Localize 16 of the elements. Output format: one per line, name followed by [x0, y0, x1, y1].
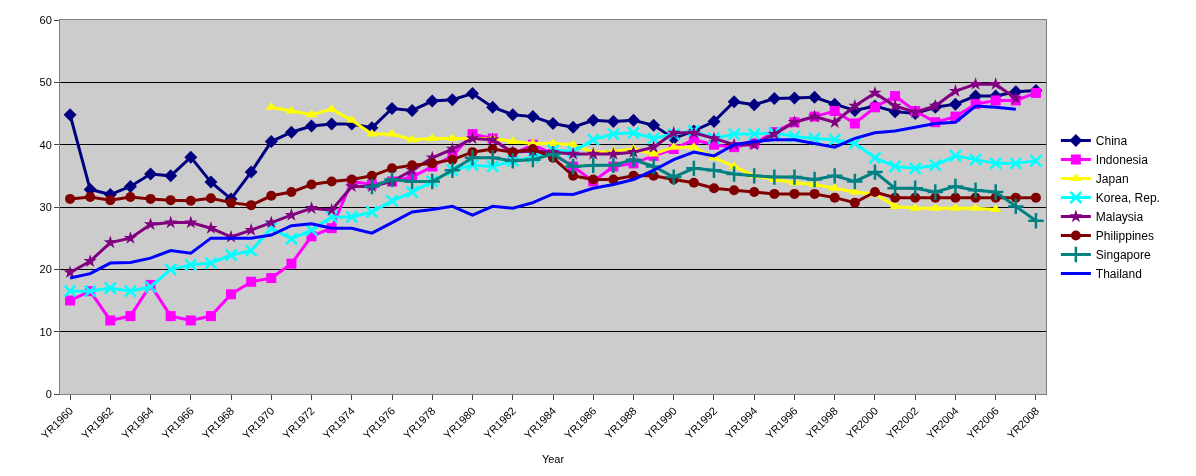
legend-label: Singapore — [1095, 248, 1151, 263]
x-axis-title: Year — [541, 453, 565, 466]
legend-label: Indonesia — [1095, 153, 1149, 168]
legend-label: Philippines — [1095, 229, 1154, 244]
legend-label: Korea, Rep. — [1095, 191, 1160, 206]
y-tick-label: 50 — [39, 76, 52, 89]
y-tick-label: 10 — [39, 325, 52, 338]
legend-label: Malaysia — [1095, 210, 1144, 225]
legend-label: Thailand — [1095, 267, 1142, 282]
y-tick-label: 0 — [45, 387, 52, 400]
y-tick-label: 60 — [39, 13, 52, 26]
y-tick-label: 40 — [39, 138, 52, 151]
legend-label: Japan — [1095, 172, 1129, 187]
y-tick-label: 20 — [39, 263, 52, 276]
y-tick-label: 30 — [39, 200, 52, 213]
legend-label: China — [1095, 134, 1128, 149]
